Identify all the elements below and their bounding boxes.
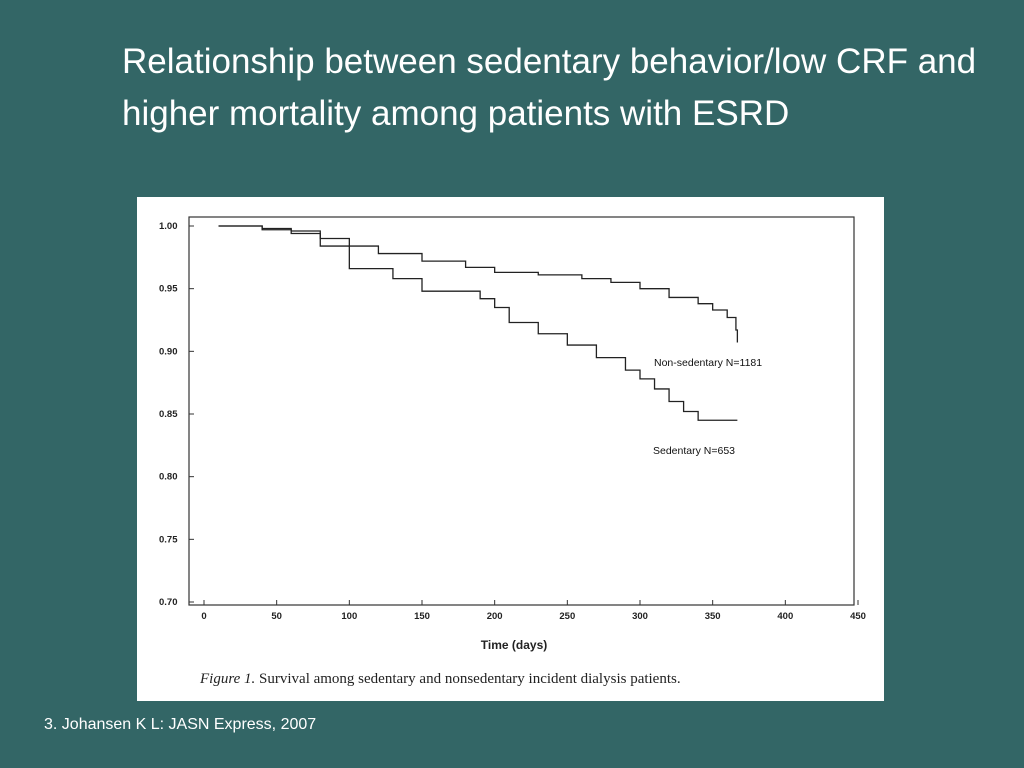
y-axis: 1.00 0.95 0.90 0.85 0.80 0.75 0.70 xyxy=(159,221,194,608)
x-axis-title: Time (days) xyxy=(481,638,547,652)
figure-panel: 1.00 0.95 0.90 0.85 0.80 0.75 0.70 0 50 100 150 20… xyxy=(137,197,884,701)
plot-frame xyxy=(188,216,855,606)
x-tick-label: 0 xyxy=(201,611,206,622)
x-tick-label: 450 xyxy=(850,611,866,622)
y-tick-label: 0.90 xyxy=(159,346,178,357)
x-tick-label: 350 xyxy=(705,611,721,622)
x-tick-label: 100 xyxy=(341,611,357,622)
figure-caption: Figure 1. Survival among sedentary and n… xyxy=(200,671,880,688)
figure-caption-text: Survival among sedentary and nonsedentar… xyxy=(255,671,681,687)
slide-title: Relationship between sedentary behavior/… xyxy=(122,42,977,133)
x-axis: 0 50 100 150 200 250 300 350 400 450 xyxy=(201,600,866,622)
x-tick-label: 200 xyxy=(487,611,503,622)
x-tick-label: 50 xyxy=(271,611,282,622)
x-tick-label: 150 xyxy=(414,611,430,622)
y-tick-label: 0.85 xyxy=(159,409,178,420)
series-label-sedentary: Sedentary N=653 xyxy=(653,445,735,457)
y-tick-label: 0.75 xyxy=(159,534,178,545)
y-tick-label: 0.70 xyxy=(159,597,178,608)
x-tick-label: 250 xyxy=(559,611,575,622)
series-group xyxy=(218,225,739,421)
series-line-sedentary xyxy=(218,225,738,421)
figure-caption-label: Figure 1. xyxy=(200,671,256,687)
survival-chart: 1.00 0.95 0.90 0.85 0.80 0.75 0.70 0 50 100 150 20… xyxy=(159,216,866,652)
series-label-non-sedentary: Non-sedentary N=1181 xyxy=(654,357,762,369)
y-tick-label: 1.00 xyxy=(159,221,178,232)
x-tick-label: 300 xyxy=(632,611,648,622)
x-tick-label: 400 xyxy=(777,611,793,622)
y-tick-label: 0.80 xyxy=(159,472,178,483)
series-line-non-sedentary xyxy=(218,225,739,343)
y-tick-label: 0.95 xyxy=(159,284,178,295)
citation: 3. Johansen K L: JASN Express, 2007 xyxy=(44,716,317,733)
